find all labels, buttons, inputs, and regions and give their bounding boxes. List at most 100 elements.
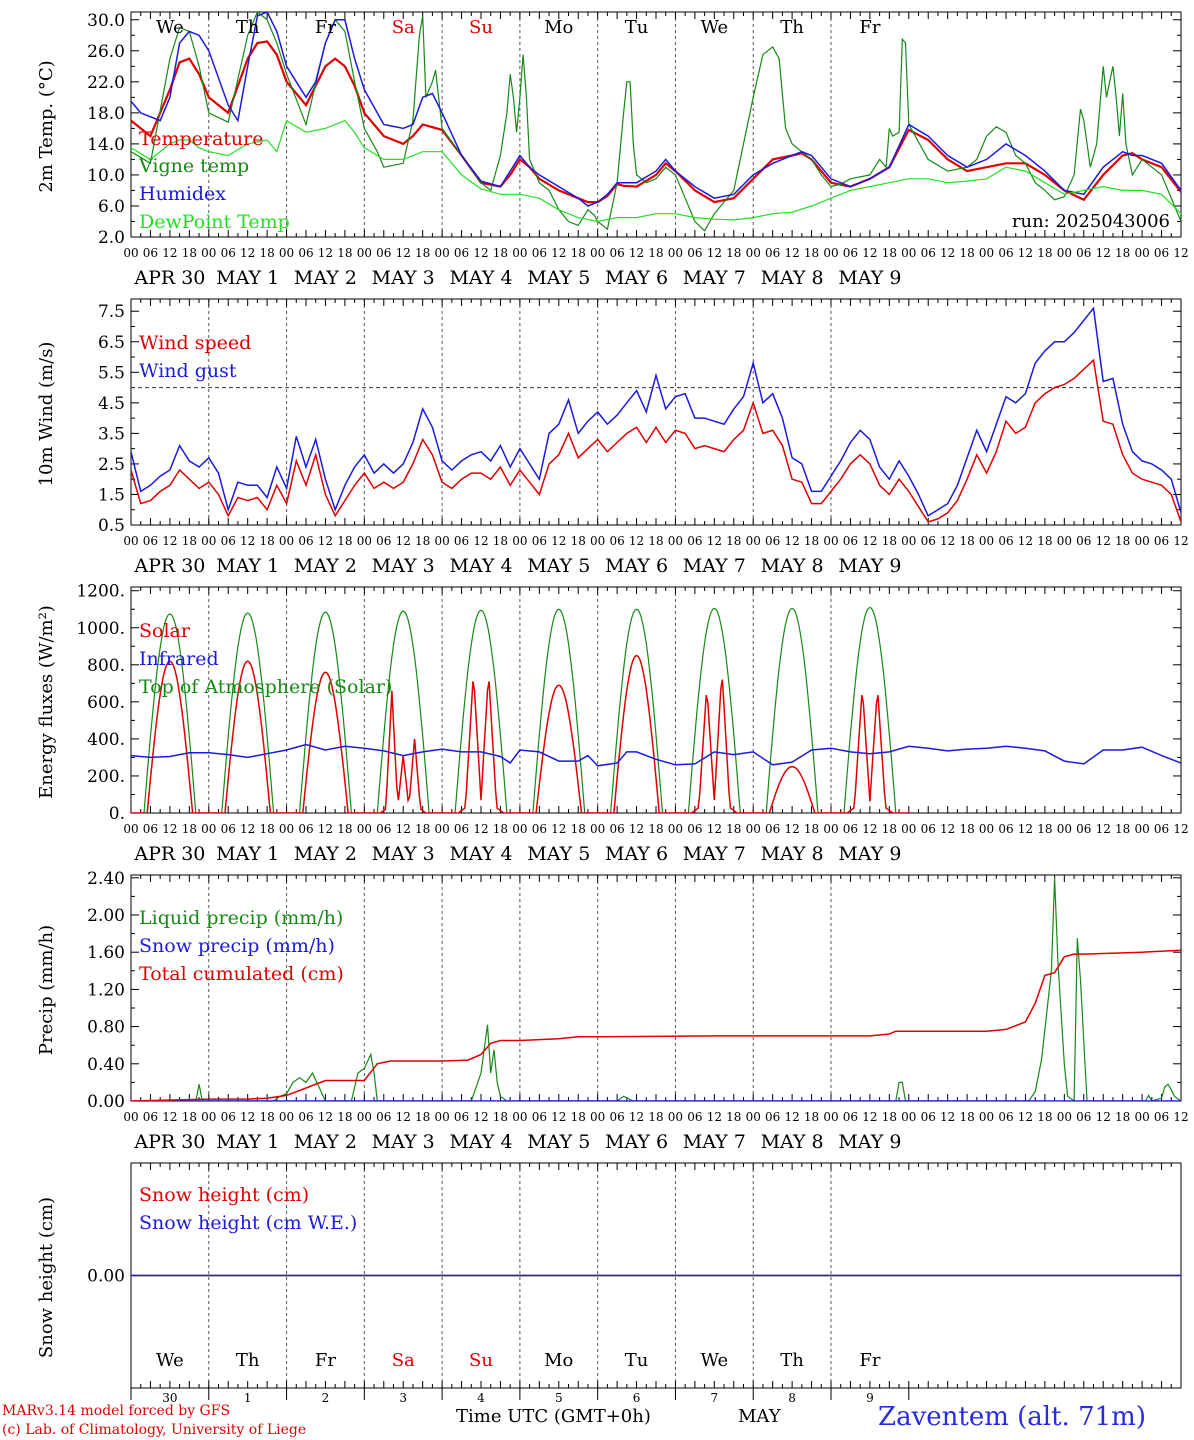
hour-tick-label: 12 xyxy=(940,822,955,836)
hour-tick-label: 00 xyxy=(901,1110,916,1124)
hour-tick-label: 18 xyxy=(1037,1110,1052,1124)
hour-tick-label: 12 xyxy=(162,822,177,836)
hour-tick-label: 12 xyxy=(318,822,333,836)
date-label: MAY 4 xyxy=(449,1131,512,1153)
hour-tick-label: 06 xyxy=(998,246,1013,260)
date-label: MAY 1 xyxy=(216,843,279,865)
hour-tick-label: 00 xyxy=(979,822,994,836)
hour-tick-label: 18 xyxy=(726,246,741,260)
hour-tick-label: 00 xyxy=(357,1110,372,1124)
hour-tick-label: 18 xyxy=(493,1110,508,1124)
y-tick-label: 0.5 xyxy=(98,516,125,536)
hour-tick-label: 00 xyxy=(279,822,294,836)
hour-tick-label: 18 xyxy=(415,246,430,260)
date-label: MAY 7 xyxy=(683,1131,746,1153)
series-humidex xyxy=(131,12,1181,207)
date-label: MAY 8 xyxy=(761,267,824,289)
hour-tick-label: 06 xyxy=(609,822,624,836)
hour-tick-label: 12 xyxy=(396,534,411,548)
hour-tick-label: 06 xyxy=(1076,246,1091,260)
date-label: MAY 5 xyxy=(527,267,590,289)
hour-tick-label: 06 xyxy=(998,534,1013,548)
hour-tick-label: 06 xyxy=(998,822,1013,836)
hour-tick-label: 06 xyxy=(1076,534,1091,548)
date-label: MAY 8 xyxy=(761,555,824,577)
series-toa-solar xyxy=(131,606,909,813)
hour-tick-label: 00 xyxy=(201,534,216,548)
y-tick-label: 1000. xyxy=(76,619,125,639)
hour-tick-label: 00 xyxy=(512,822,527,836)
hour-tick-label: 06 xyxy=(921,822,936,836)
date-label: MAY 9 xyxy=(838,555,901,577)
series-total-cumulated-cm- xyxy=(131,949,1181,1101)
hour-tick-label: 18 xyxy=(337,822,352,836)
day-name: Fr xyxy=(315,1350,336,1371)
hour-tick-label: 00 xyxy=(590,1110,605,1124)
day-number: 6 xyxy=(633,1391,641,1405)
hour-tick-label: 18 xyxy=(337,1110,352,1124)
time-axis-label: Time UTC (GMT+0h) xyxy=(456,1406,651,1427)
hour-tick-label: 18 xyxy=(493,246,508,260)
hour-tick-label: 12 xyxy=(862,822,877,836)
hour-tick-label: 12 xyxy=(551,534,566,548)
y-tick-label: 14.0 xyxy=(87,135,125,155)
hour-tick-label: 18 xyxy=(882,246,897,260)
hour-tick-label: 00 xyxy=(590,246,605,260)
date-label: MAY 5 xyxy=(527,555,590,577)
hour-tick-label: 06 xyxy=(843,1110,858,1124)
hour-tick-label: 12 xyxy=(862,534,877,548)
hour-tick-label: 00 xyxy=(901,534,916,548)
date-label: MAY 7 xyxy=(683,267,746,289)
hour-tick-label: 12 xyxy=(1173,246,1188,260)
hour-tick-label: 00 xyxy=(823,534,838,548)
hour-tick-label: 00 xyxy=(1134,1110,1149,1124)
hour-tick-label: 18 xyxy=(959,822,974,836)
hour-tick-label: 12 xyxy=(551,246,566,260)
hour-tick-label: 12 xyxy=(784,246,799,260)
y-axis-label: Energy fluxes (W/m²) xyxy=(36,605,57,799)
hour-tick-label: 06 xyxy=(1076,822,1091,836)
hour-tick-label: 18 xyxy=(804,534,819,548)
date-label: MAY 5 xyxy=(527,1131,590,1153)
hour-tick-label: 06 xyxy=(454,1110,469,1124)
hour-tick-label: 18 xyxy=(259,1110,274,1124)
y-tick-label: 7.5 xyxy=(98,302,125,322)
hour-tick-label: 00 xyxy=(201,822,216,836)
y-axis-label: 2m Temp. (°C) xyxy=(36,60,57,192)
day-name: Fr xyxy=(315,17,336,38)
y-tick-label: 2.5 xyxy=(98,455,125,475)
hour-tick-label: 18 xyxy=(882,534,897,548)
hour-tick-label: 00 xyxy=(512,534,527,548)
hour-tick-label: 06 xyxy=(1154,534,1169,548)
hour-tick-label: 12 xyxy=(551,1110,566,1124)
hour-tick-label: 18 xyxy=(1037,246,1052,260)
hour-tick-label: 00 xyxy=(279,246,294,260)
hour-tick-label: 06 xyxy=(221,1110,236,1124)
hour-tick-label: 12 xyxy=(1096,246,1111,260)
station-name: Zaventem (alt. 71m) xyxy=(878,1402,1146,1432)
hour-tick-label: 00 xyxy=(1134,246,1149,260)
legend-entry: Solar xyxy=(139,620,191,642)
legend-entry: Snow precip (mm/h) xyxy=(139,935,335,957)
hour-tick-label: 12 xyxy=(1096,534,1111,548)
hour-tick-label: 18 xyxy=(337,246,352,260)
hour-tick-label: 12 xyxy=(1173,1110,1188,1124)
hour-tick-label: 18 xyxy=(1115,534,1130,548)
hour-tick-label: 06 xyxy=(765,822,780,836)
date-label: MAY 6 xyxy=(605,1131,668,1153)
hour-tick-label: 00 xyxy=(123,822,138,836)
y-axis-label: 10m Wind (m/s) xyxy=(36,342,57,487)
hour-tick-label: 18 xyxy=(726,534,741,548)
y-tick-label: 10.0 xyxy=(87,166,125,186)
hour-tick-label: 06 xyxy=(1154,246,1169,260)
hour-tick-label: 12 xyxy=(784,1110,799,1124)
legend-entry: Total cumulated (cm) xyxy=(139,963,344,985)
hour-tick-label: 00 xyxy=(1134,822,1149,836)
y-tick-label: 6.0 xyxy=(98,197,125,217)
hour-tick-label: 18 xyxy=(259,822,274,836)
hour-tick-label: 06 xyxy=(687,246,702,260)
day-name: Tu xyxy=(625,17,649,38)
hour-tick-label: 00 xyxy=(823,1110,838,1124)
hour-tick-label: 06 xyxy=(298,246,313,260)
